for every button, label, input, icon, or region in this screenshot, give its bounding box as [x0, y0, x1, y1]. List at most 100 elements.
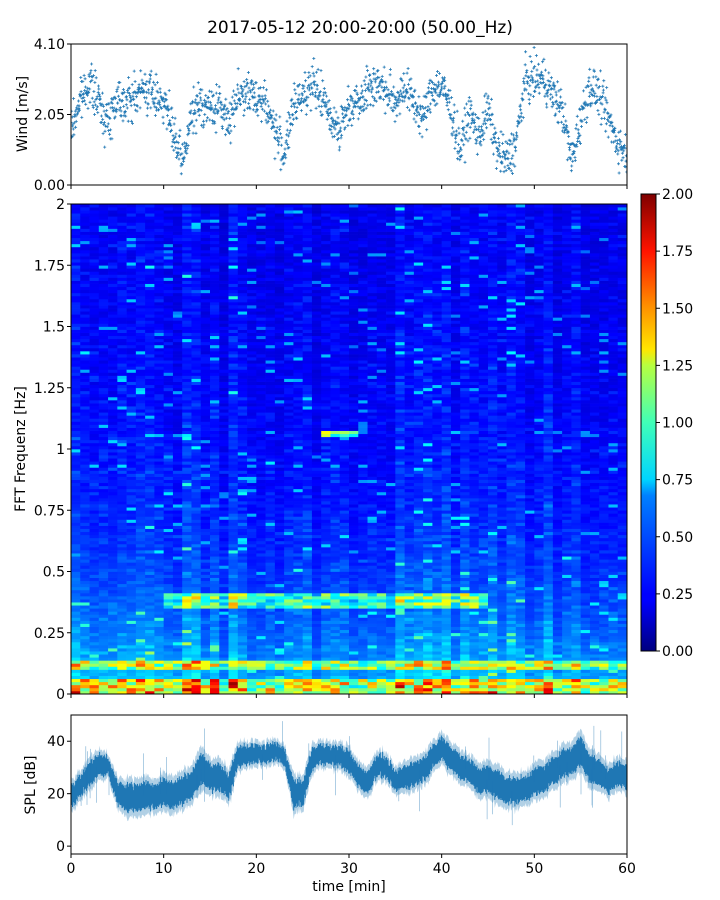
spectrogram-cell — [135, 262, 146, 266]
spectrogram-cell — [228, 672, 239, 676]
spectrogram-cell — [89, 326, 100, 330]
spectrogram-cell — [117, 519, 127, 523]
spectrogram-cell — [80, 412, 90, 416]
spectrogram-cell — [321, 574, 331, 578]
spectrogram-cell — [98, 265, 109, 269]
spectrogram-cell — [154, 648, 165, 652]
spectrogram-cell — [265, 583, 276, 588]
spectrogram-cell — [293, 504, 304, 508]
spectrogram-cell — [182, 528, 192, 533]
spectrogram-cell — [163, 501, 174, 505]
spectrogram-cell — [349, 216, 359, 220]
spectrogram-cell — [219, 332, 229, 337]
spectrogram-cell — [89, 286, 100, 291]
spectrogram-cell — [154, 338, 165, 343]
spectrogram-cell — [172, 599, 183, 603]
spectrogram-cell — [98, 216, 109, 220]
spectrogram-cell — [321, 666, 331, 670]
spectrogram-cell — [154, 277, 165, 281]
spectrogram-cell — [71, 596, 81, 600]
spectrogram-cell — [172, 314, 183, 318]
spectrogram-cell — [247, 354, 257, 358]
spectrogram-cell — [80, 485, 90, 490]
spectrogram-cell — [339, 387, 350, 392]
spectrogram-cell — [228, 213, 239, 217]
spectrogram-cell — [293, 311, 304, 315]
spectrogram-cell — [108, 583, 118, 588]
spectrogram-cell — [182, 464, 192, 468]
spectrogram-cell — [89, 672, 100, 676]
spectrogram-cell — [321, 308, 331, 312]
spectrogram-cell — [219, 351, 229, 355]
spectrogram-cell — [321, 556, 331, 560]
spectrogram-cell — [89, 222, 100, 226]
spectrogram-cell — [98, 651, 109, 655]
spectrogram-cell — [247, 335, 257, 340]
spectrogram-cell — [117, 540, 127, 545]
spectrogram-cell — [219, 375, 229, 379]
spectrogram-cell — [339, 396, 350, 401]
spectrogram-cell — [89, 442, 100, 447]
spectrogram-cell — [71, 565, 81, 569]
spectrogram-cell — [330, 249, 341, 254]
spectrogram-cell — [237, 311, 248, 315]
spectrogram-cell — [219, 543, 229, 548]
spectrogram-cell — [163, 531, 174, 536]
spectrogram-cell — [330, 470, 341, 474]
spectrogram-cell — [154, 476, 165, 480]
spectrogram-cell — [228, 488, 239, 493]
spectrogram-cell — [274, 415, 285, 419]
spectrogram-cell — [330, 231, 341, 235]
spectrogram-cell — [330, 351, 341, 355]
spectrogram-cell — [89, 553, 100, 557]
spectrogram-cell — [71, 648, 81, 652]
spectrogram-cell — [284, 559, 294, 563]
spectrogram-cell — [321, 360, 331, 364]
spectrogram-cell — [98, 396, 109, 401]
spectrogram-cell — [126, 614, 137, 618]
spectrogram-cell — [71, 482, 81, 487]
spectrogram-cell — [237, 586, 248, 591]
spectrogram-cell — [191, 666, 202, 670]
spectrogram-cell — [172, 317, 183, 321]
spectrogram-cell — [191, 442, 202, 447]
spectrogram-cell — [247, 638, 257, 643]
spectrogram-cell — [71, 568, 81, 572]
spectrogram-cell — [321, 320, 331, 324]
spectrogram-cell — [247, 596, 257, 600]
spectrogram-cell — [126, 571, 137, 575]
spectrogram-cell — [126, 488, 137, 493]
spectrogram-cell — [302, 635, 313, 640]
spectrogram-cell — [210, 317, 220, 321]
spectrogram-cell — [80, 210, 90, 214]
spectrogram-cell — [172, 406, 183, 410]
spectrogram-cell — [274, 660, 285, 664]
spectrogram-cell — [71, 510, 81, 514]
spectrogram-cell — [339, 479, 350, 484]
spectrogram-cell — [98, 629, 109, 634]
spectrogram-cell — [219, 207, 229, 211]
spectrogram-cell — [274, 562, 285, 566]
spectrogram-cell — [126, 246, 137, 251]
spectrogram-cell — [172, 467, 183, 471]
spectrogram-cell — [200, 305, 211, 309]
spectrogram-cell — [256, 219, 266, 223]
spectrogram-cell — [172, 491, 183, 496]
spectrogram-cell — [339, 638, 350, 643]
spectrogram-cell — [284, 268, 294, 272]
spectrogram-cell — [349, 574, 359, 578]
spectrogram-cell — [284, 501, 294, 505]
spectrogram-cell — [117, 669, 127, 673]
spectrogram-cell — [349, 430, 359, 435]
spectrogram-cell — [108, 482, 118, 487]
spectrogram-cell — [256, 501, 266, 505]
spectrogram-cell — [247, 568, 257, 572]
spectrogram-cell — [265, 207, 276, 211]
spectrogram-cell — [311, 449, 322, 453]
spectrogram-cell — [339, 289, 350, 294]
spectrogram-cell — [98, 608, 109, 612]
spectrogram-cell — [126, 568, 137, 572]
spectrogram-cell — [182, 292, 192, 297]
spectrogram-cell — [311, 406, 322, 410]
spectrogram-cell — [71, 690, 81, 694]
